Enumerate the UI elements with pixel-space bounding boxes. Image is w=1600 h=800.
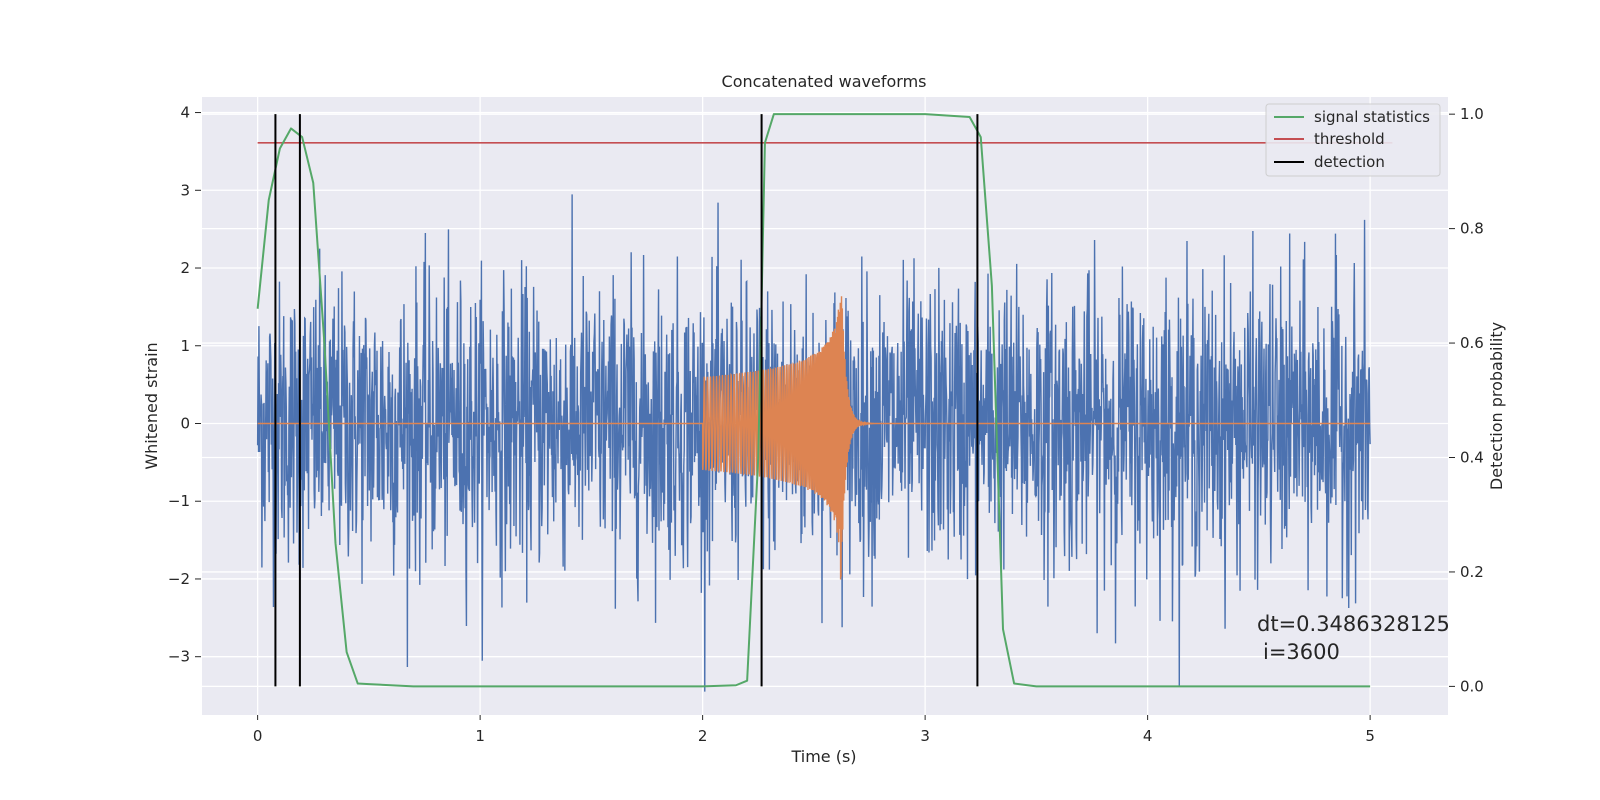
x-tick-label: 1 — [475, 727, 485, 745]
y-right-tick-label: 0.0 — [1460, 677, 1484, 695]
y-tick-label: −2 — [168, 570, 190, 588]
chart-title: Concatenated waveforms — [722, 72, 927, 91]
probability-layer — [256, 113, 1393, 688]
annotation-i: i=3600 — [1263, 640, 1340, 664]
y-right-tick-label: 0.6 — [1460, 334, 1484, 352]
x-tick-label: 3 — [920, 727, 930, 745]
y-right-tick-label: 0.8 — [1460, 220, 1484, 238]
x-axis: 0 1 2 3 4 5 — [253, 715, 1375, 745]
signal-statistics-line — [256, 113, 1371, 688]
x-axis-label: Time (s) — [790, 747, 856, 766]
y-tick-label: 0 — [180, 414, 190, 432]
y-right-tick-label: 0.2 — [1460, 563, 1484, 581]
y-right-tick-label: 0.4 — [1460, 449, 1484, 467]
injected-waveform-line — [257, 296, 1371, 580]
y-tick-label: 3 — [180, 181, 190, 199]
legend-label-threshold: threshold — [1314, 130, 1385, 148]
y-right-tick-label: 1.0 — [1460, 105, 1484, 123]
y-tick-label: 4 — [180, 104, 190, 122]
y-axis-label: Whitened strain — [142, 342, 161, 469]
y-axis-left: −3 −2 −1 0 1 2 3 4 — [168, 104, 201, 666]
y-tick-label: −3 — [168, 648, 190, 666]
x-tick-label: 4 — [1143, 727, 1153, 745]
injected-waveform-series — [257, 296, 1371, 580]
x-tick-label: 2 — [698, 727, 708, 745]
legend-label-signal-statistics: signal statistics — [1314, 108, 1430, 126]
legend-box — [1265, 103, 1441, 177]
legend-label-detection: detection — [1314, 153, 1385, 171]
legend: signal statistics threshold detection — [1265, 103, 1441, 177]
y-tick-label: −1 — [168, 492, 190, 510]
y-axis-right-label: Detection probability — [1487, 322, 1506, 490]
y-tick-label: 2 — [180, 259, 190, 277]
y-axis-right: 0.0 0.2 0.4 0.6 0.8 1.0 — [1449, 105, 1484, 695]
x-tick-label: 0 — [253, 727, 263, 745]
y-tick-label: 1 — [180, 337, 190, 355]
x-tick-label: 5 — [1365, 727, 1375, 745]
annotation-dt: dt=0.3486328125 — [1257, 612, 1450, 636]
